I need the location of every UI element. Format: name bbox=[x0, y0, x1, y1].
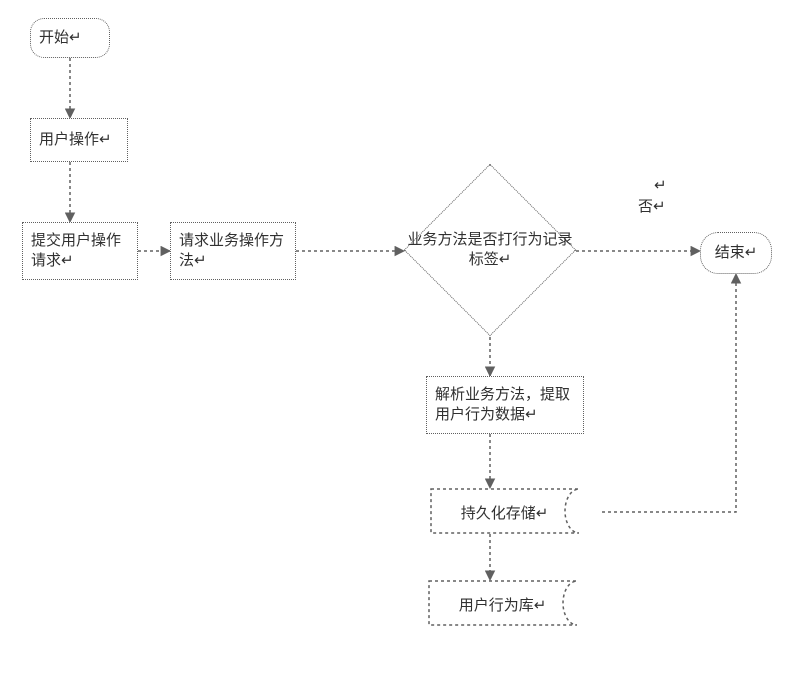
submit-label: 提交用户操作请求↵ bbox=[31, 231, 129, 272]
decision-node: 业务方法是否打行为记录标签↵ bbox=[429, 189, 551, 311]
request-label: 请求业务操作方法↵ bbox=[179, 231, 287, 272]
storage-label: 持久化存储↵ bbox=[430, 502, 579, 523]
end-label: 结束↵ bbox=[715, 243, 758, 263]
start-label: 开始↵ bbox=[39, 28, 82, 48]
user-op-label: 用户操作↵ bbox=[39, 130, 112, 150]
edge-layer bbox=[0, 0, 800, 681]
edge-label-no: 否↵ bbox=[638, 195, 666, 216]
start-node: 开始↵ bbox=[30, 18, 110, 58]
stray-label: ↵ bbox=[654, 176, 667, 195]
submit-request-node: 提交用户操作请求↵ bbox=[22, 222, 138, 280]
user-op-node: 用户操作↵ bbox=[30, 118, 128, 162]
db-node: 用户行为库↵ bbox=[428, 580, 600, 626]
request-method-node: 请求业务操作方法↵ bbox=[170, 222, 296, 280]
end-node: 结束↵ bbox=[700, 232, 772, 274]
storage-node: 持久化存储↵ bbox=[430, 488, 602, 534]
db-label: 用户行为库↵ bbox=[428, 594, 577, 615]
parse-node: 解析业务方法，提取用户行为数据↵ bbox=[426, 376, 584, 434]
decision-label: 业务方法是否打行为记录标签↵ bbox=[405, 189, 576, 311]
parse-label: 解析业务方法，提取用户行为数据↵ bbox=[435, 385, 575, 426]
